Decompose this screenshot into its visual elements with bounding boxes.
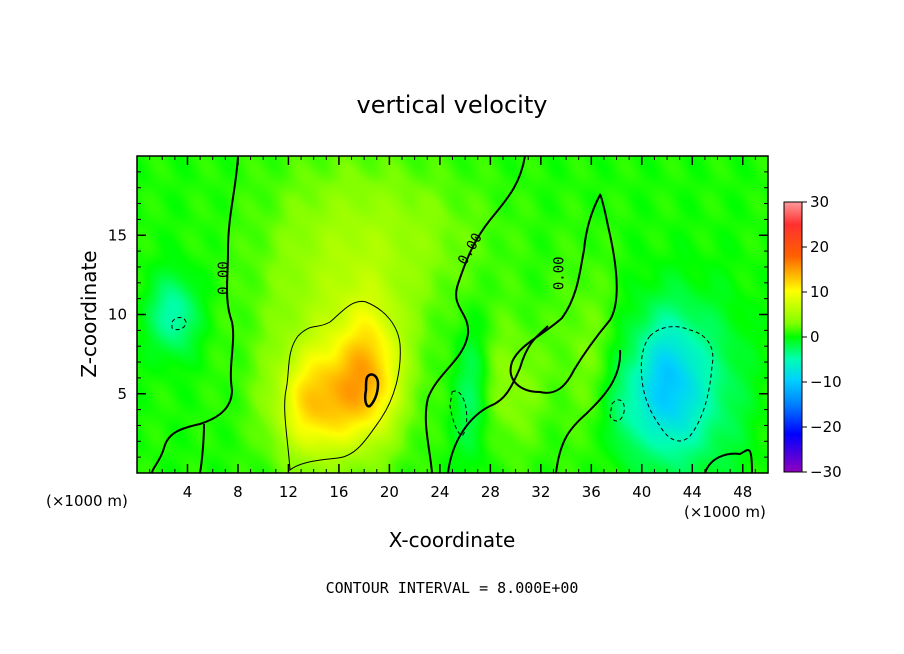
x-tick-label: 16 <box>329 483 348 501</box>
positive-contour-outer <box>284 300 401 471</box>
zero-contour-tongue <box>509 193 618 394</box>
contour-interval-note: CONTOUR INTERVAL = 8.000E+00 <box>326 579 579 597</box>
contour-lines <box>151 156 753 473</box>
positive-contour-core <box>363 373 380 408</box>
x-tick-label: 24 <box>430 483 449 501</box>
negative-contour-center <box>449 390 468 437</box>
y-tick-label: 10 <box>108 306 127 324</box>
chart-title: vertical velocity <box>357 91 548 119</box>
colorbar-ticks: 30 20 10 0 −10 −20 −30 <box>802 193 842 481</box>
x-tick-label: 32 <box>531 483 550 501</box>
colorbar: 30 20 10 0 −10 −20 −30 <box>783 193 842 481</box>
x-tick-label: 8 <box>233 483 243 501</box>
colorbar-tick-label: −30 <box>810 463 842 481</box>
x-unit-right: (×1000 m) <box>684 503 766 521</box>
x-tick-label: 4 <box>183 483 193 501</box>
colorbar-tick-label: 20 <box>810 238 829 256</box>
y-tick-label: 5 <box>117 385 127 403</box>
negative-contour-small <box>609 399 625 422</box>
contour-label: 0.00 <box>552 256 568 290</box>
x-tick-label: 40 <box>632 483 651 501</box>
x-tick-label: 12 <box>279 483 298 501</box>
x-tick-label: 44 <box>683 483 702 501</box>
zero-contour-right-base <box>704 449 753 473</box>
negative-contour-right <box>640 326 714 442</box>
colorbar-tick-label: −10 <box>810 373 842 391</box>
zero-contour-lower <box>447 325 549 473</box>
x-tick-label: 48 <box>733 483 752 501</box>
colorbar-tick-label: −20 <box>810 418 842 436</box>
negative-contour-left <box>171 317 187 331</box>
zero-contour-right <box>555 349 622 473</box>
x-unit-left: (×1000 m) <box>46 492 128 510</box>
zero-contour-center <box>424 156 526 473</box>
plot-area: 0.000.000.00 4 8 12 16 20 24 28 32 36 40 44 48 5101… <box>108 155 769 501</box>
y-axis-label: Z-coordinate <box>77 250 101 377</box>
zero-contour-left <box>151 156 239 473</box>
contour-labels: 0.000.000.00 <box>216 230 568 294</box>
x-axis-label: X-coordinate <box>389 528 516 552</box>
colorbar-tick-label: 30 <box>810 193 829 211</box>
contour-label: 0.00 <box>216 261 232 295</box>
velocity-field <box>137 156 768 473</box>
x-ticks: 4 8 12 16 20 24 28 32 36 40 44 48 <box>149 156 756 501</box>
x-tick-label: 20 <box>380 483 399 501</box>
colorbar-tick-label: 10 <box>810 283 829 301</box>
colorbar-tick-label: 0 <box>810 328 820 346</box>
x-tick-label: 28 <box>481 483 500 501</box>
colorbar-gradient <box>783 201 803 473</box>
y-ticks: 5 10 15 <box>108 171 768 458</box>
x-tick-label: 36 <box>582 483 601 501</box>
y-tick-label: 15 <box>108 226 127 244</box>
